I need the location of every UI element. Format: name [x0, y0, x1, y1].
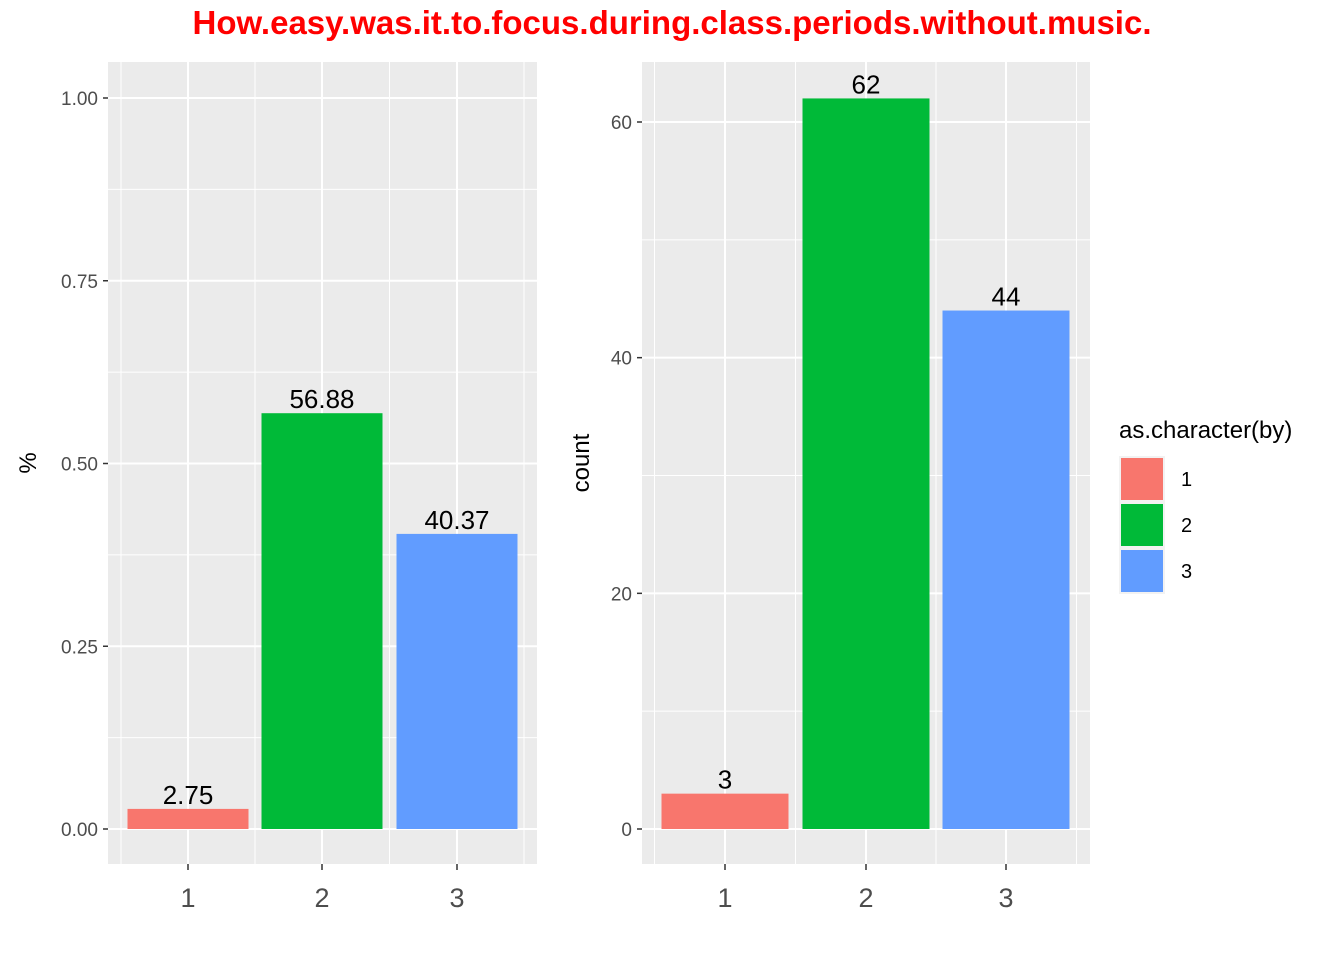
data-label: 62 [852, 69, 881, 99]
data-label: 40.37 [424, 505, 489, 535]
legend-key-3 [1121, 550, 1163, 592]
bar-3 [396, 533, 518, 829]
data-label: 3 [718, 765, 732, 795]
legend-key-1 [1121, 458, 1163, 500]
x-tick-label: 2 [314, 883, 329, 913]
data-label: 44 [992, 282, 1021, 312]
data-label: 2.75 [163, 780, 214, 810]
y-tick-label: 40 [611, 349, 632, 370]
data-label: 56.88 [289, 384, 354, 414]
x-tick-label: 2 [858, 883, 873, 913]
legend-label: 2 [1181, 515, 1192, 537]
x-tick-label: 1 [717, 883, 732, 913]
legend: as.character(by) 1 2 3 [1119, 417, 1292, 594]
y-tick-label: 0.75 [61, 272, 98, 293]
y-tick-label: 0.00 [61, 820, 98, 841]
x-tick-label: 3 [998, 883, 1013, 913]
count-panel: 0 20 40 60 3 1 62 2 44 3 count [568, 62, 1090, 913]
legend-label: 3 [1181, 561, 1192, 583]
y-axis-title: % [15, 452, 42, 473]
bar-2 [261, 413, 383, 829]
x-tick-label: 3 [449, 883, 464, 913]
bar-1 [127, 808, 249, 829]
y-tick-label: 20 [611, 584, 632, 605]
y-tick-label: 60 [611, 113, 632, 134]
legend-key-2 [1121, 504, 1163, 546]
bar-1 [661, 793, 789, 829]
legend-title: as.character(by) [1119, 417, 1292, 444]
legend-label: 1 [1181, 469, 1192, 491]
x-tick-label: 1 [180, 883, 195, 913]
bar-2 [802, 98, 930, 829]
y-axis-title: count [568, 433, 595, 492]
y-tick-label: 0 [621, 820, 632, 841]
y-tick-label: 0.25 [61, 637, 98, 658]
y-tick-label: 0.50 [61, 455, 98, 476]
bar-3 [942, 310, 1070, 829]
percent-panel: 0.00 0.25 0.50 0.75 1.00 2.75 1 56.88 2 40.37 3% [15, 62, 537, 913]
y-tick-label: 1.00 [61, 89, 98, 110]
chart-title: How.easy.was.it.to.focus.during.class.pe… [192, 4, 1152, 41]
